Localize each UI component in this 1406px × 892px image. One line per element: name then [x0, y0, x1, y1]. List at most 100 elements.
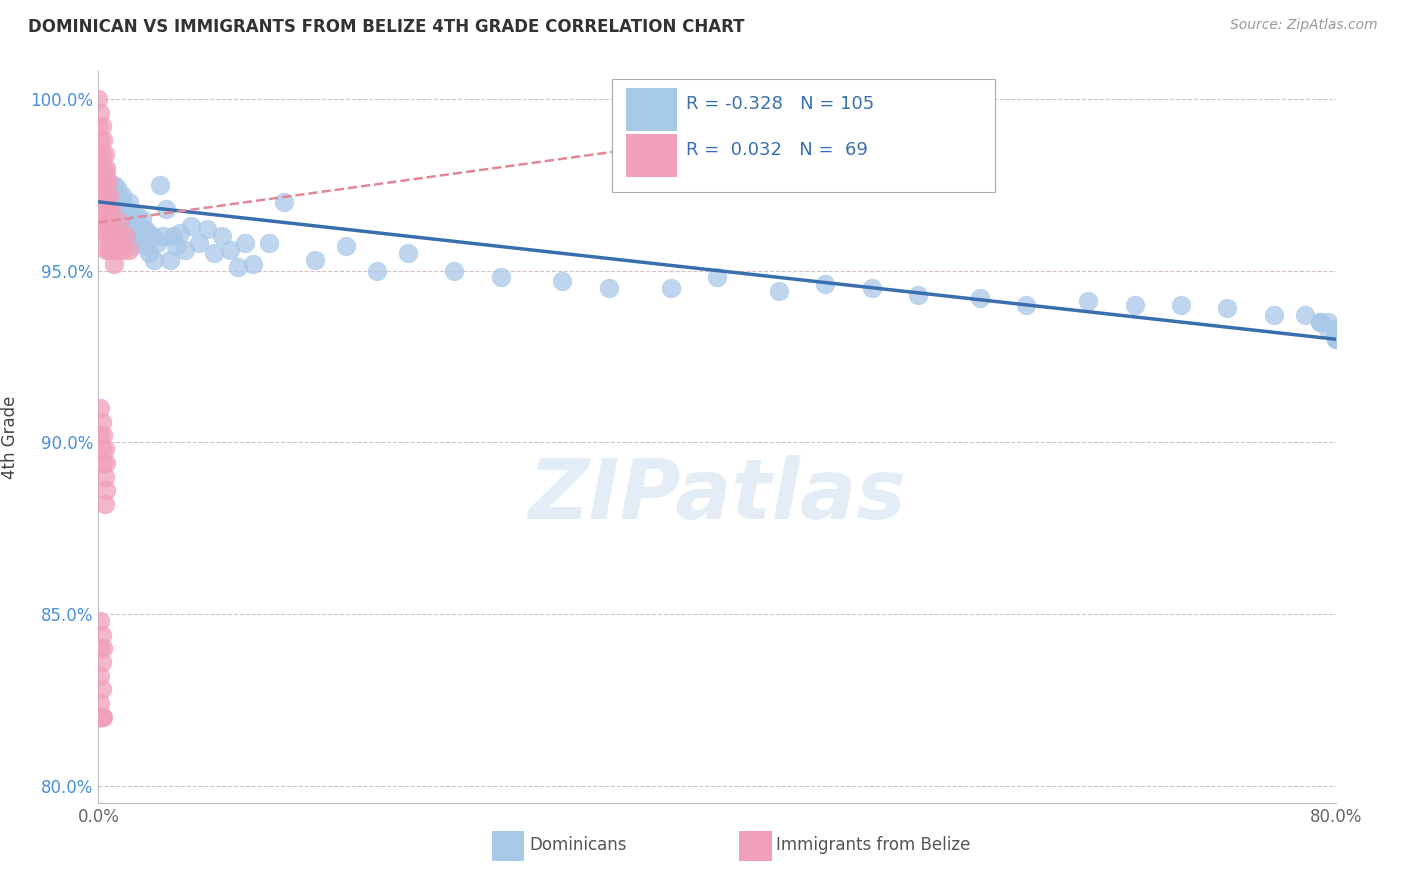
Point	[121, 215, 143, 229]
Point	[89, 710, 111, 724]
Point	[489, 270, 512, 285]
Point	[1317, 315, 1340, 329]
Point	[91, 215, 114, 229]
FancyBboxPatch shape	[626, 88, 678, 131]
Point	[98, 215, 121, 229]
Point	[103, 229, 125, 244]
Point	[90, 682, 112, 697]
Text: ZIPatlas: ZIPatlas	[529, 455, 905, 536]
Point	[93, 442, 115, 456]
Point	[93, 174, 115, 188]
Point	[551, 274, 574, 288]
Point	[100, 215, 122, 229]
Point	[103, 178, 125, 192]
Point	[127, 233, 149, 247]
Point	[97, 178, 120, 192]
Point	[89, 696, 111, 710]
Point	[89, 161, 111, 175]
Point	[111, 212, 132, 227]
Point	[90, 710, 112, 724]
Point	[96, 243, 118, 257]
Point	[1170, 298, 1192, 312]
Point	[108, 215, 131, 229]
Point	[273, 194, 295, 209]
Point	[93, 497, 115, 511]
Point	[136, 226, 159, 240]
Point	[87, 92, 110, 106]
Point	[768, 284, 790, 298]
Point	[1324, 326, 1347, 340]
Point	[91, 161, 114, 175]
Point	[1324, 328, 1347, 343]
Point	[90, 627, 112, 641]
Point	[91, 710, 114, 724]
Point	[155, 202, 177, 216]
Point	[304, 253, 326, 268]
Point	[91, 456, 114, 470]
Point	[105, 181, 128, 195]
Point	[127, 209, 149, 223]
Point	[90, 120, 112, 134]
Point	[706, 270, 728, 285]
Point	[108, 194, 131, 209]
Point	[174, 243, 197, 257]
Point	[396, 246, 419, 260]
Point	[907, 287, 929, 301]
Point	[101, 215, 124, 229]
Point	[97, 202, 120, 216]
Point	[204, 246, 226, 260]
Point	[90, 174, 112, 188]
Point	[89, 133, 111, 147]
Point	[101, 243, 124, 257]
Point	[118, 219, 141, 233]
Point	[107, 191, 129, 205]
Point	[120, 205, 142, 219]
Point	[93, 146, 115, 161]
Point	[98, 243, 121, 257]
Point	[101, 222, 124, 236]
Point	[98, 188, 121, 202]
Point	[112, 222, 135, 236]
Point	[114, 209, 136, 223]
Text: R = -0.328   N = 105: R = -0.328 N = 105	[686, 95, 875, 113]
Point	[90, 202, 112, 216]
Point	[659, 281, 682, 295]
Point	[149, 178, 172, 192]
Point	[152, 229, 174, 244]
Point	[93, 202, 115, 216]
Point	[96, 483, 118, 498]
Point	[1077, 294, 1099, 309]
Point	[105, 205, 128, 219]
Point	[335, 239, 357, 253]
Point	[233, 235, 257, 250]
Point	[1317, 322, 1340, 336]
Point	[226, 260, 249, 274]
Point	[97, 174, 120, 188]
Y-axis label: 4th Grade: 4th Grade	[1, 395, 20, 479]
Point	[91, 188, 114, 202]
Point	[89, 710, 111, 724]
Point	[112, 243, 135, 257]
Point	[93, 469, 115, 483]
Point	[117, 219, 139, 233]
Point	[90, 415, 112, 429]
Point	[93, 174, 115, 188]
Point	[180, 219, 202, 233]
Point	[1324, 332, 1347, 346]
Point	[162, 229, 184, 244]
Text: DOMINICAN VS IMMIGRANTS FROM BELIZE 4TH GRADE CORRELATION CHART: DOMINICAN VS IMMIGRANTS FROM BELIZE 4TH …	[28, 18, 745, 36]
Point	[141, 229, 165, 244]
Point	[89, 401, 111, 415]
Point	[1309, 315, 1331, 329]
FancyBboxPatch shape	[612, 78, 995, 192]
Point	[115, 202, 138, 216]
Point	[103, 202, 125, 216]
Point	[97, 205, 120, 219]
Point	[98, 209, 121, 223]
Point	[135, 239, 157, 253]
Point	[103, 226, 125, 240]
Point	[257, 235, 280, 250]
Point	[138, 246, 160, 260]
Point	[1294, 308, 1316, 322]
Point	[100, 202, 122, 216]
